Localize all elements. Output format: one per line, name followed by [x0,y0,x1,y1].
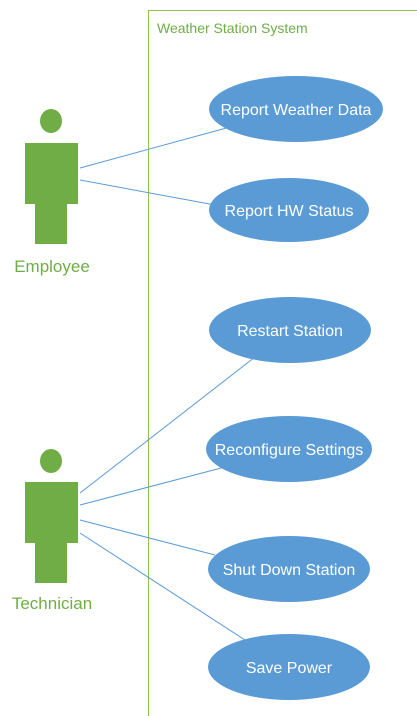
use-case-shut-down-station: Shut Down Station [208,536,370,602]
actor-label-technician: Technician [12,594,92,613]
person-icon [25,109,78,244]
associations [79,126,256,641]
use-cases: Report Weather Data Report HW Status Res… [206,76,383,700]
system-boundary-border [148,10,417,716]
use-case-label: Shut Down Station [223,562,356,579]
actor-label-employee: Employee [14,257,90,276]
use-case-save-power: Save Power [208,634,370,700]
system-title: Weather Station System [157,20,308,36]
person-icon [25,449,78,583]
association-technician-reconfigure-settings [79,466,226,506]
association-technician-restart-station [79,356,256,494]
use-case-reconfigure-settings: Reconfigure Settings [206,416,372,482]
system-boundary: Weather Station System [148,10,417,716]
use-case-label: Save Power [246,660,333,677]
association-technician-save-power [79,532,246,641]
use-case-report-hw-status: Report HW Status [209,178,369,242]
association-employee-report-weather-data [79,126,231,169]
association-technician-shut-down-station [79,519,216,556]
actor-employee: Employee [14,109,90,276]
association-employee-report-hw-status [79,179,216,206]
use-case-label: Restart Station [237,323,343,340]
use-case-label: Reconfigure Settings [215,442,364,459]
use-case-label: Report Weather Data [221,102,372,119]
actor-technician: Technician [12,449,92,613]
use-case-restart-station: Restart Station [209,297,371,363]
use-case-label: Report HW Status [225,203,354,220]
use-case-report-weather-data: Report Weather Data [209,76,383,142]
